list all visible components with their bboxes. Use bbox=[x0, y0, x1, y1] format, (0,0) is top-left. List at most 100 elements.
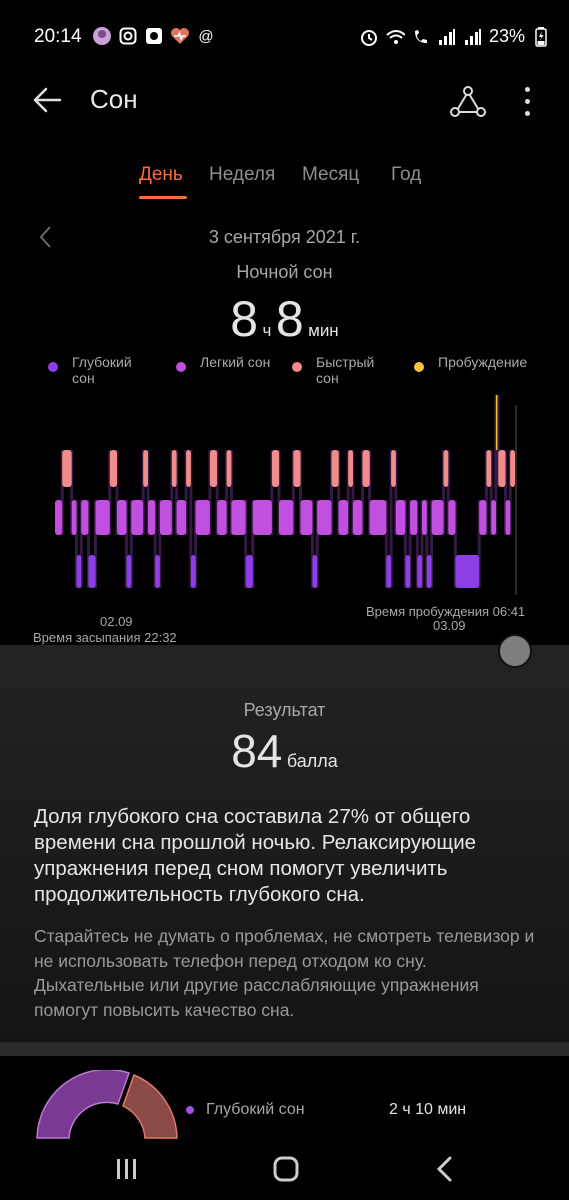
back-icon bbox=[436, 1156, 452, 1182]
stage-segment-light bbox=[81, 500, 89, 535]
legend-label: Легкий сон bbox=[200, 354, 271, 370]
battery-charging-icon bbox=[531, 26, 551, 47]
status-time: 20:14 bbox=[34, 26, 82, 47]
stage-transition bbox=[337, 450, 341, 535]
tab-day[interactable]: День bbox=[139, 164, 183, 185]
legend-dot bbox=[176, 362, 186, 372]
legend-rem: Быстрый сон bbox=[292, 354, 382, 386]
stage-transition bbox=[86, 500, 90, 588]
stage-transition bbox=[496, 395, 500, 487]
camera-app-icon bbox=[144, 26, 164, 46]
more-dot bbox=[524, 110, 530, 116]
legend-label: Пробуждение bbox=[438, 354, 528, 370]
donut-rem-segment bbox=[122, 1074, 178, 1139]
stage-segment-rem bbox=[293, 450, 301, 487]
stage-segment-light bbox=[279, 500, 294, 535]
page-title: Сон bbox=[90, 84, 138, 114]
stage-segment-deep bbox=[245, 555, 253, 588]
stage-transition bbox=[477, 500, 481, 588]
tab-week[interactable]: Неделя bbox=[209, 164, 276, 185]
share-button[interactable] bbox=[449, 82, 487, 120]
stage-segment-light bbox=[491, 500, 496, 535]
wifi-call-icon bbox=[411, 27, 431, 47]
period-tabs: День Неделя Месяц Год bbox=[0, 162, 569, 202]
stage-segment-light bbox=[338, 500, 349, 535]
stage-segment-light bbox=[117, 500, 127, 535]
signal-icon bbox=[463, 27, 483, 47]
stage-transition bbox=[408, 500, 412, 588]
stage-segment-deep bbox=[190, 555, 196, 588]
stage-transition bbox=[215, 450, 219, 535]
stage-segment-light bbox=[300, 500, 313, 535]
stage-transition bbox=[225, 450, 229, 535]
night-sleep-label: Ночной сон bbox=[236, 262, 333, 282]
stage-transition bbox=[425, 500, 429, 588]
stage-segment-rem bbox=[391, 450, 396, 487]
stage-transition bbox=[184, 450, 188, 535]
stage-segment-deep bbox=[88, 555, 96, 588]
stage-transition bbox=[389, 450, 393, 588]
result-label: Результат bbox=[243, 700, 326, 720]
stage-transition bbox=[291, 450, 295, 535]
stage-segment-rem bbox=[362, 450, 370, 487]
stage-segment-light bbox=[369, 500, 387, 535]
stage-transition bbox=[189, 450, 193, 588]
sheet-drag-handle[interactable] bbox=[498, 634, 532, 668]
stage-segment-light bbox=[252, 500, 272, 535]
more-dot bbox=[524, 98, 530, 104]
stage-transition bbox=[361, 450, 364, 535]
stage-segment-rem bbox=[271, 450, 280, 487]
stage-segment-light bbox=[422, 500, 427, 535]
stage-segment-rem bbox=[171, 450, 177, 487]
deep-sleep-value: 2 ч 10 мин bbox=[389, 1101, 467, 1118]
stage-transition bbox=[229, 450, 233, 535]
more-options-button[interactable] bbox=[512, 82, 542, 120]
previous-day-button[interactable] bbox=[36, 224, 56, 250]
stage-transition bbox=[403, 500, 407, 588]
share-icon bbox=[450, 86, 486, 117]
stage-segment-light bbox=[448, 500, 456, 535]
sleep-stages-chart[interactable]: 02.09 Время засыпания 22:32 03.09 Время … bbox=[0, 395, 569, 645]
stage-segment-rem bbox=[348, 450, 353, 487]
tab-month[interactable]: Месяц bbox=[302, 164, 360, 185]
active-tab-indicator bbox=[139, 196, 187, 199]
stage-segment-rem bbox=[226, 450, 232, 487]
wake-time: Время пробуждения 06:41 bbox=[366, 604, 526, 619]
tab-year[interactable]: Год bbox=[391, 164, 422, 185]
duration-hours-unit: ч bbox=[262, 321, 272, 340]
stage-segment-rem bbox=[443, 450, 449, 487]
stage-segment-light bbox=[71, 500, 77, 535]
stage-transition bbox=[315, 500, 319, 588]
stage-transition bbox=[299, 450, 302, 535]
stage-donut-chart bbox=[36, 1070, 178, 1139]
stage-transition bbox=[394, 450, 398, 535]
stage-segment-deep bbox=[426, 555, 432, 588]
stage-transition bbox=[129, 500, 133, 588]
stage-segment-light bbox=[217, 500, 227, 535]
wifi-icon bbox=[385, 27, 405, 47]
stage-transition bbox=[79, 500, 83, 588]
stage-transition bbox=[310, 500, 314, 588]
stage-transition bbox=[175, 450, 179, 535]
recents-button[interactable] bbox=[109, 1154, 145, 1184]
stage-segment-light bbox=[148, 500, 156, 535]
stage-segment-deep bbox=[405, 555, 411, 588]
advice-sub-text: Старайтесь не думать о проблемах, не смо… bbox=[34, 926, 535, 1020]
home-button[interactable] bbox=[268, 1154, 304, 1184]
stage-transition bbox=[504, 450, 507, 535]
stage-segment-light bbox=[395, 500, 406, 535]
stage-segment-deep bbox=[386, 555, 392, 588]
stage-transition bbox=[430, 500, 434, 588]
stage-transition bbox=[70, 450, 74, 535]
stage-transition bbox=[446, 450, 450, 535]
duration-minutes: 8 bbox=[275, 291, 304, 347]
nav-back-button[interactable] bbox=[428, 1154, 464, 1184]
stage-segment-light bbox=[431, 500, 444, 535]
back-button[interactable] bbox=[30, 82, 70, 118]
status-bar: 20:14 @ 23% bbox=[0, 0, 569, 72]
stage-transition bbox=[270, 450, 274, 535]
stage-transition bbox=[277, 450, 281, 535]
stage-segment-rem bbox=[486, 450, 492, 487]
stage-segment-light bbox=[159, 500, 172, 535]
stage-segment-deep bbox=[417, 555, 423, 588]
